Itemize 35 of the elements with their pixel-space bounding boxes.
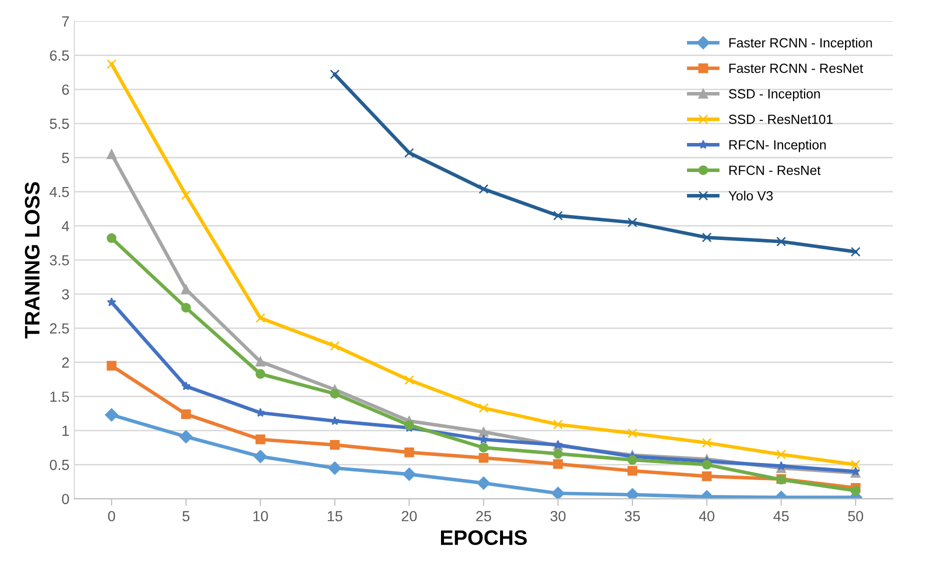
legend-label: RFCN- Inception bbox=[729, 140, 826, 152]
y-axis-title: TRANING LOSS bbox=[24, 182, 40, 338]
x-tick-label: 5 bbox=[182, 511, 190, 522]
y-tick-label: 4 bbox=[62, 221, 70, 232]
x-tick-label: 25 bbox=[476, 510, 492, 522]
x-tick-label: 10 bbox=[253, 510, 268, 522]
y-tick-label: 7 bbox=[62, 16, 69, 26]
x-tick-label: 15 bbox=[328, 511, 342, 522]
y-tick-label: 5 bbox=[62, 152, 69, 164]
y-tick-label: 2.5 bbox=[50, 323, 69, 334]
legend-label: RFCN - ResNet bbox=[729, 166, 821, 175]
y-tick-label: 5.5 bbox=[50, 118, 69, 129]
legend-label: Faster RCNN - Inception bbox=[729, 38, 872, 50]
y-tick-label: 6.5 bbox=[50, 50, 69, 61]
y-tick-label: 0 bbox=[62, 494, 69, 504]
y-tick-label: 2 bbox=[62, 357, 69, 368]
legend-label: Faster RCNN - ResNet bbox=[729, 64, 864, 73]
x-tick-label: 0 bbox=[108, 510, 116, 522]
legend-label: SSD - Inception bbox=[728, 88, 820, 102]
x-tick-label: 50 bbox=[848, 510, 864, 522]
y-tick-label: 1.5 bbox=[50, 392, 69, 402]
x-tick-label: 35 bbox=[624, 510, 640, 522]
legend-label: Yolo V3 bbox=[728, 190, 773, 200]
legend-label: SSD - ResNet101 bbox=[728, 114, 833, 124]
y-tick-label: 3.5 bbox=[50, 255, 69, 266]
y-tick-label: 0.5 bbox=[50, 460, 69, 470]
y-tick-label: 6 bbox=[62, 84, 69, 95]
x-tick-label: 30 bbox=[550, 510, 566, 522]
y-tick-label: 3 bbox=[62, 289, 69, 300]
x-tick-label: 20 bbox=[402, 510, 417, 522]
y-tick-label: 4.5 bbox=[50, 186, 69, 198]
x-tick-label: 45 bbox=[773, 511, 789, 522]
x-tick-label: 40 bbox=[699, 510, 714, 522]
x-axis-title: EPOCHS bbox=[441, 530, 527, 546]
y-tick-label: 1 bbox=[62, 426, 69, 436]
